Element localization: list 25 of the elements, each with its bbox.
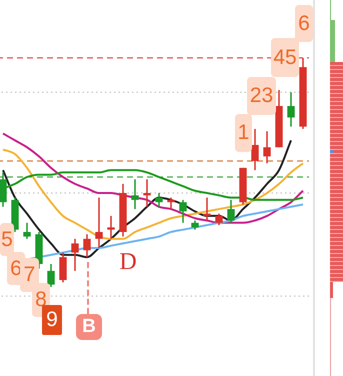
annotation: 5 <box>0 223 14 256</box>
candlestick <box>59 252 67 284</box>
candlestick <box>155 192 163 208</box>
candlestick <box>287 92 295 128</box>
annotation: 1 <box>235 114 252 152</box>
candlestick <box>95 196 103 249</box>
text: 6 <box>295 5 313 42</box>
text: B <box>76 314 102 340</box>
candlestick <box>131 178 139 210</box>
candlestick <box>143 178 151 208</box>
candlestick <box>263 130 271 164</box>
candlestick <box>251 128 259 171</box>
annotation: 23 <box>247 77 276 115</box>
candlestick <box>215 212 223 226</box>
candlestick <box>83 234 91 258</box>
candlestick <box>191 220 199 230</box>
annotation: 45 <box>271 38 299 77</box>
text: 9 <box>42 305 62 335</box>
candlestick <box>203 196 211 222</box>
annotation: D <box>118 248 138 276</box>
candlestick <box>179 199 187 224</box>
annotation: 7 <box>24 263 36 286</box>
candlestick <box>47 263 55 288</box>
candlestick <box>71 238 79 272</box>
candlestick <box>23 222 31 240</box>
